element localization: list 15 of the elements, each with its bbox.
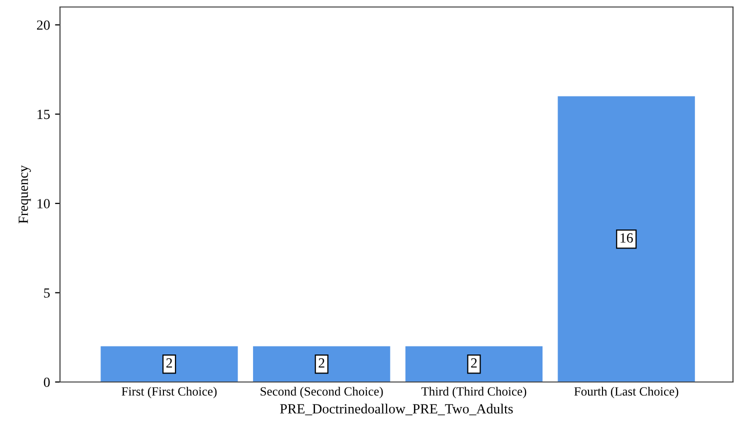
y-tick-label: 20 bbox=[37, 20, 50, 30]
y-axis-title: Frequency bbox=[18, 165, 31, 224]
x-tick-label: Third (Third Choice) bbox=[421, 386, 526, 398]
y-tick-label: 5 bbox=[44, 288, 50, 298]
data-label: 2 bbox=[318, 358, 324, 368]
y-tick-label: 10 bbox=[38, 199, 50, 208]
data-label: 2 bbox=[166, 358, 172, 368]
x-axis-title: PRE_Doctrinedoallow_PRE_Two_Adults bbox=[280, 404, 513, 416]
x-tick-label: First (First Choice) bbox=[122, 386, 217, 398]
x-tick-label: Fourth (Last Choice) bbox=[574, 386, 678, 398]
x-tick-label: Second (Second Choice) bbox=[260, 386, 383, 398]
y-tick-label: 15 bbox=[38, 110, 50, 120]
data-label: 16 bbox=[620, 233, 633, 243]
data-label: 2 bbox=[471, 358, 477, 368]
y-tick-label: 0 bbox=[44, 378, 50, 387]
